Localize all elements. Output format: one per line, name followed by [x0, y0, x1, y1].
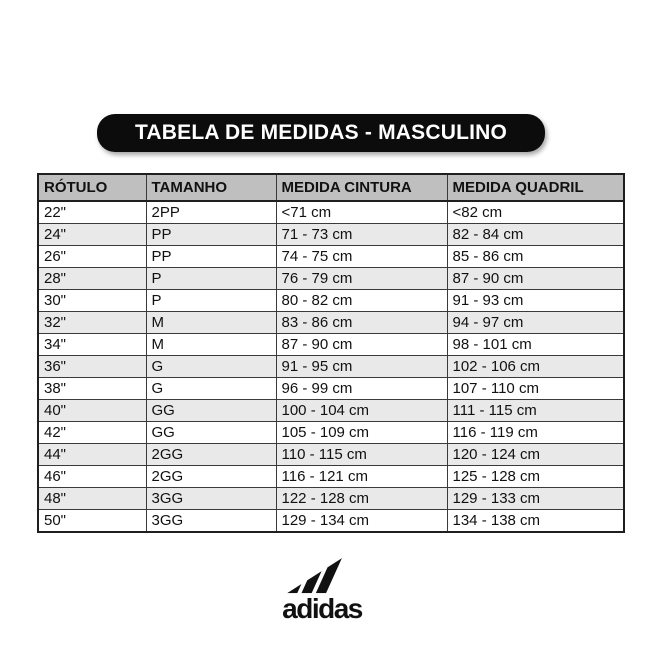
adidas-three-stripes-icon — [287, 556, 343, 594]
cell-quadril: 120 - 124 cm — [446, 443, 625, 466]
cell-tamanho: G — [145, 355, 277, 378]
cell-rotulo: 42" — [37, 421, 147, 444]
cell-rotulo: 46" — [37, 465, 147, 488]
column-header-rotulo: RÓTULO — [37, 173, 147, 202]
table-row: 26" PP 74 - 75 cm 85 - 86 cm — [37, 245, 625, 268]
cell-tamanho: 2GG — [145, 443, 277, 466]
cell-cintura: 80 - 82 cm — [275, 289, 448, 312]
cell-tamanho: 2GG — [145, 465, 277, 488]
cell-quadril: 116 - 119 cm — [446, 421, 625, 444]
table-row: 24" PP 71 - 73 cm 82 - 84 cm — [37, 223, 625, 246]
cell-rotulo: 48" — [37, 487, 147, 510]
brand-logo: adidas — [252, 556, 392, 623]
cell-rotulo: 28" — [37, 267, 147, 290]
table-row: 40" GG 100 - 104 cm 111 - 115 cm — [37, 399, 625, 422]
size-table: RÓTULO TAMANHO MEDIDA CINTURA MEDIDA QUA… — [37, 173, 625, 533]
cell-cintura: 83 - 86 cm — [275, 311, 448, 334]
cell-cintura: 76 - 79 cm — [275, 267, 448, 290]
cell-tamanho: PP — [145, 245, 277, 268]
cell-quadril: 111 - 115 cm — [446, 399, 625, 422]
cell-quadril: 107 - 110 cm — [446, 377, 625, 400]
column-header-tamanho: TAMANHO — [145, 173, 277, 202]
cell-quadril: 94 - 97 cm — [446, 311, 625, 334]
table-row: 30" P 80 - 82 cm 91 - 93 cm — [37, 289, 625, 312]
cell-quadril: 85 - 86 cm — [446, 245, 625, 268]
cell-tamanho: PP — [145, 223, 277, 246]
cell-rotulo: 32" — [37, 311, 147, 334]
cell-tamanho: 2PP — [145, 200, 277, 224]
table-row: 36" G 91 - 95 cm 102 - 106 cm — [37, 355, 625, 378]
cell-tamanho: 3GG — [145, 509, 277, 533]
column-header-cintura: MEDIDA CINTURA — [275, 173, 448, 202]
table-row: 44" 2GG 110 - 115 cm 120 - 124 cm — [37, 443, 625, 466]
cell-tamanho: P — [145, 267, 277, 290]
cell-tamanho: P — [145, 289, 277, 312]
size-table-body: 22" 2PP <71 cm <82 cm 24" PP 71 - 73 cm 82 - 84… — [37, 200, 625, 533]
table-row: 48" 3GG 122 - 128 cm 129 - 133 cm — [37, 487, 625, 510]
cell-cintura: 105 - 109 cm — [275, 421, 448, 444]
cell-quadril: 134 - 138 cm — [446, 509, 625, 533]
cell-cintura: 122 - 128 cm — [275, 487, 448, 510]
table-row: 42" GG 105 - 109 cm 116 - 119 cm — [37, 421, 625, 444]
table-row: 28" P 76 - 79 cm 87 - 90 cm — [37, 267, 625, 290]
table-row: 32" M 83 - 86 cm 94 - 97 cm — [37, 311, 625, 334]
cell-cintura: 87 - 90 cm — [275, 333, 448, 356]
cell-rotulo: 36" — [37, 355, 147, 378]
cell-cintura: 96 - 99 cm — [275, 377, 448, 400]
cell-cintura: 74 - 75 cm — [275, 245, 448, 268]
cell-tamanho: M — [145, 333, 277, 356]
cell-tamanho: M — [145, 311, 277, 334]
column-header-quadril: MEDIDA QUADRIL — [446, 173, 625, 202]
cell-rotulo: 34" — [37, 333, 147, 356]
cell-quadril: 129 - 133 cm — [446, 487, 625, 510]
cell-rotulo: 50" — [37, 509, 147, 533]
table-row: 50" 3GG 129 - 134 cm 134 - 138 cm — [37, 509, 625, 533]
cell-quadril: 98 - 101 cm — [446, 333, 625, 356]
cell-quadril: 102 - 106 cm — [446, 355, 625, 378]
cell-rotulo: 30" — [37, 289, 147, 312]
title-banner: TABELA DE MEDIDAS - MASCULINO — [97, 114, 545, 152]
table-row: 46" 2GG 116 - 121 cm 125 - 128 cm — [37, 465, 625, 488]
cell-rotulo: 40" — [37, 399, 147, 422]
cell-tamanho: GG — [145, 399, 277, 422]
cell-cintura: <71 cm — [275, 200, 448, 224]
header-row: RÓTULO TAMANHO MEDIDA CINTURA MEDIDA QUA… — [37, 173, 625, 202]
cell-tamanho: G — [145, 377, 277, 400]
cell-tamanho: GG — [145, 421, 277, 444]
cell-quadril: 91 - 93 cm — [446, 289, 625, 312]
cell-cintura: 71 - 73 cm — [275, 223, 448, 246]
cell-rotulo: 22" — [37, 200, 147, 224]
table-row: 22" 2PP <71 cm <82 cm — [37, 200, 625, 224]
cell-tamanho: 3GG — [145, 487, 277, 510]
cell-quadril: 125 - 128 cm — [446, 465, 625, 488]
cell-rotulo: 38" — [37, 377, 147, 400]
cell-quadril: 87 - 90 cm — [446, 267, 625, 290]
brand-wordmark: adidas — [282, 593, 363, 624]
cell-quadril: 82 - 84 cm — [446, 223, 625, 246]
table-row: 34" M 87 - 90 cm 98 - 101 cm — [37, 333, 625, 356]
cell-rotulo: 26" — [37, 245, 147, 268]
cell-cintura: 91 - 95 cm — [275, 355, 448, 378]
cell-cintura: 100 - 104 cm — [275, 399, 448, 422]
cell-cintura: 116 - 121 cm — [275, 465, 448, 488]
cell-cintura: 129 - 134 cm — [275, 509, 448, 533]
cell-rotulo: 44" — [37, 443, 147, 466]
size-table-header: RÓTULO TAMANHO MEDIDA CINTURA MEDIDA QUA… — [37, 173, 625, 202]
table-row: 38" G 96 - 99 cm 107 - 110 cm — [37, 377, 625, 400]
cell-rotulo: 24" — [37, 223, 147, 246]
page-title: TABELA DE MEDIDAS - MASCULINO — [134, 121, 508, 144]
cell-cintura: 110 - 115 cm — [275, 443, 448, 466]
cell-quadril: <82 cm — [446, 200, 625, 224]
